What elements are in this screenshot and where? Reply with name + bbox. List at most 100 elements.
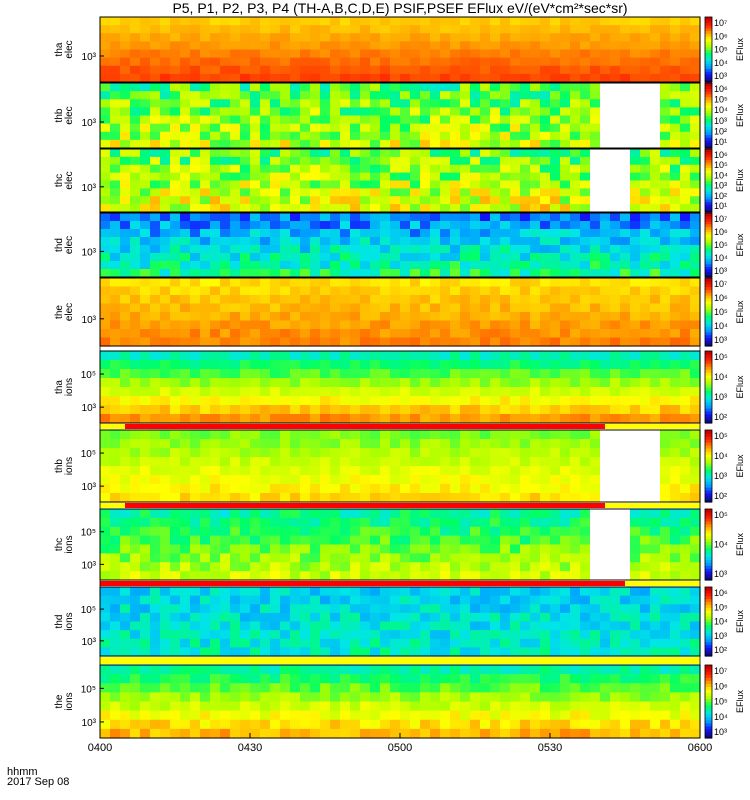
heatmap-cell xyxy=(540,115,551,125)
heatmap-cell xyxy=(530,188,541,197)
heatmap-cell xyxy=(350,595,361,605)
heatmap-cell xyxy=(380,320,391,330)
heatmap-cell xyxy=(260,630,271,640)
heatmap-cell xyxy=(360,25,371,34)
heatmap-cell xyxy=(550,571,561,581)
heatmap-cell xyxy=(680,378,691,388)
heatmap-cell xyxy=(590,387,601,397)
heatmap-cell xyxy=(640,369,651,379)
heatmap-cell xyxy=(550,253,561,262)
heatmap-cell xyxy=(550,526,561,537)
heatmap-cell xyxy=(630,286,641,296)
colorbar-segment xyxy=(705,526,712,531)
heatmap-cell xyxy=(120,535,131,546)
heatmap-cell xyxy=(390,278,401,288)
heatmap-cell xyxy=(630,180,641,189)
heatmap-cell xyxy=(590,286,601,296)
heatmap-cell xyxy=(190,253,201,262)
heatmap-cell xyxy=(570,49,581,59)
heatmap-cell xyxy=(460,351,471,361)
heatmap-cell xyxy=(600,509,611,519)
heatmap-cell xyxy=(520,278,531,288)
heatmap-cell xyxy=(150,65,161,75)
heatmap-cell xyxy=(350,91,361,100)
heatmap-cell xyxy=(170,337,181,347)
heatmap-cell xyxy=(140,149,151,158)
heatmap-cell xyxy=(550,647,561,657)
heatmap-cell xyxy=(610,156,621,166)
heatmap-cell xyxy=(530,269,541,278)
heatmap-cell xyxy=(260,196,271,205)
heatmap-cell xyxy=(380,360,391,370)
heatmap-cell xyxy=(490,303,501,313)
heatmap-cell xyxy=(480,414,491,424)
heatmap-tha-ions xyxy=(100,351,701,424)
heatmap-cell xyxy=(430,188,441,197)
heatmap-cell xyxy=(650,595,661,605)
heatmap-cell xyxy=(240,430,251,440)
heatmap-cell xyxy=(480,245,491,254)
heatmap-cell xyxy=(340,378,351,388)
heatmap-cell xyxy=(330,517,341,528)
heatmap-cell xyxy=(550,414,561,424)
heatmap-cell xyxy=(530,253,541,262)
heatmap-cell xyxy=(670,526,681,537)
heatmap-cell xyxy=(120,604,131,614)
heatmap-cell xyxy=(150,665,161,675)
heatmap-cell xyxy=(690,41,701,51)
heatmap-cell xyxy=(480,156,491,166)
heatmap-cell xyxy=(180,621,191,631)
heatmap-cell xyxy=(590,484,601,494)
heatmap-cell xyxy=(350,180,361,189)
heatmap-cell xyxy=(290,329,301,339)
heatmap-cell xyxy=(120,466,131,476)
heatmap-cell xyxy=(360,595,371,605)
heatmap-cell xyxy=(690,466,701,476)
colorbar-segment xyxy=(705,191,712,195)
heatmap-cell xyxy=(140,647,151,657)
heatmap-cell xyxy=(100,123,111,133)
heatmap-cell xyxy=(220,221,231,230)
heatmap-cell xyxy=(460,329,471,339)
heatmap-cell xyxy=(680,49,691,59)
heatmap-cell xyxy=(300,99,311,108)
heatmap-cell xyxy=(450,621,461,631)
heatmap-cell xyxy=(160,253,171,262)
heatmap-cell xyxy=(530,526,541,537)
heatmap-cell xyxy=(240,99,251,108)
heatmap-cell xyxy=(190,553,201,563)
heatmap-cell xyxy=(420,509,431,519)
heatmap-cell xyxy=(100,369,111,379)
heatmap-cell xyxy=(620,41,631,51)
heatmap-cell xyxy=(610,221,621,230)
heatmap-cell xyxy=(290,378,301,388)
heatmap-cell xyxy=(460,278,471,288)
heatmap-cell xyxy=(110,41,121,51)
heatmap-cell xyxy=(310,665,321,675)
heatmap-cell xyxy=(300,65,311,75)
heatmap-cell xyxy=(420,638,431,648)
heatmap-cell xyxy=(280,156,291,166)
colorbar-segment xyxy=(705,627,712,631)
heatmap-cell xyxy=(140,286,151,296)
heatmap-cell xyxy=(500,41,511,51)
heatmap-cell xyxy=(460,164,471,174)
heatmap-cell xyxy=(310,612,321,623)
heatmap-cell xyxy=(120,221,131,230)
heatmap-cell xyxy=(170,701,181,712)
heatmap-cell xyxy=(410,484,421,494)
colorbar-segment xyxy=(705,565,712,569)
heatmap-cell xyxy=(260,131,271,141)
heatmap-cell xyxy=(170,535,181,546)
heatmap-cell xyxy=(660,139,671,149)
heatmap-cell xyxy=(360,719,371,730)
colorbar-segment xyxy=(705,556,712,560)
heatmap-cell xyxy=(410,295,421,305)
heatmap-cell xyxy=(160,337,171,347)
heatmap-cell xyxy=(470,430,481,440)
heatmap-cell xyxy=(200,49,211,59)
heatmap-cell xyxy=(130,49,141,59)
heatmap-cell xyxy=(260,484,271,494)
heatmap-cell xyxy=(520,33,531,42)
heatmap-cell xyxy=(660,17,671,26)
